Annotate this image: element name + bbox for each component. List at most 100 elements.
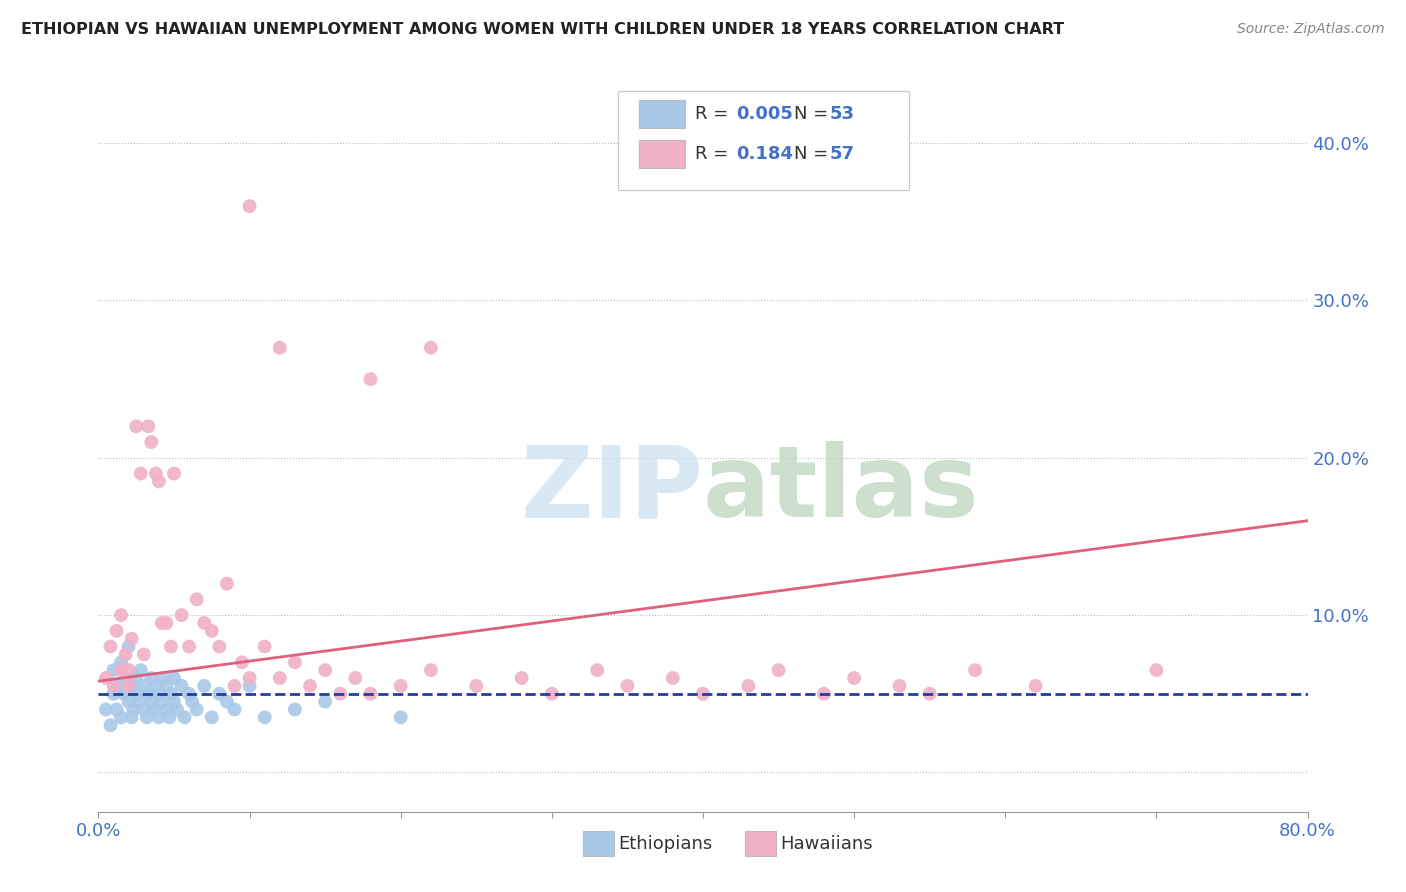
- Point: [122, 702, 145, 716]
- Point: [110, 608, 132, 623]
- Point: [389, 679, 412, 693]
- Point: [269, 341, 291, 355]
- Point: [141, 671, 163, 685]
- Point: [125, 687, 148, 701]
- Point: [208, 687, 231, 701]
- Text: ETHIOPIAN VS HAWAIIAN UNEMPLOYMENT AMONG WOMEN WITH CHILDREN UNDER 18 YEARS CORR: ETHIOPIAN VS HAWAIIAN UNEMPLOYMENT AMONG…: [21, 22, 1064, 37]
- Point: [186, 702, 208, 716]
- Point: [121, 679, 143, 693]
- Point: [284, 655, 307, 669]
- Text: 0.005: 0.005: [735, 105, 793, 123]
- Point: [215, 695, 238, 709]
- Point: [239, 671, 262, 685]
- Point: [103, 663, 125, 677]
- Point: [141, 435, 163, 450]
- Point: [179, 687, 201, 701]
- Point: [813, 687, 835, 701]
- Point: [1144, 663, 1167, 677]
- Point: [121, 710, 143, 724]
- Point: [768, 663, 790, 677]
- Text: ZIP: ZIP: [520, 442, 703, 539]
- Text: R =: R =: [695, 145, 740, 163]
- Point: [201, 710, 224, 724]
- Point: [155, 702, 177, 716]
- Point: [918, 687, 941, 701]
- Point: [155, 615, 177, 630]
- Point: [100, 640, 122, 654]
- Point: [105, 624, 128, 638]
- FancyBboxPatch shape: [638, 100, 685, 128]
- Point: [344, 671, 367, 685]
- Point: [118, 640, 141, 654]
- Text: Ethiopians: Ethiopians: [619, 835, 713, 853]
- Point: [193, 615, 215, 630]
- Point: [420, 663, 443, 677]
- Point: [360, 372, 382, 386]
- Point: [125, 671, 148, 685]
- Point: [253, 710, 276, 724]
- Point: [360, 687, 382, 701]
- Point: [181, 695, 204, 709]
- Point: [94, 671, 117, 685]
- Point: [170, 608, 193, 623]
- Point: [150, 695, 173, 709]
- Point: [661, 671, 683, 685]
- Point: [129, 467, 152, 481]
- Point: [110, 710, 132, 724]
- Point: [269, 671, 291, 685]
- Point: [145, 679, 167, 693]
- Point: [173, 710, 195, 724]
- Point: [299, 679, 322, 693]
- Point: [193, 679, 215, 693]
- Point: [163, 671, 186, 685]
- Text: Source: ZipAtlas.com: Source: ZipAtlas.com: [1237, 22, 1385, 37]
- Point: [465, 679, 488, 693]
- Point: [118, 679, 141, 693]
- Point: [231, 655, 253, 669]
- Point: [314, 663, 336, 677]
- Point: [114, 648, 136, 662]
- Point: [186, 592, 208, 607]
- Point: [208, 640, 231, 654]
- Point: [329, 687, 352, 701]
- Point: [118, 695, 141, 709]
- Point: [152, 671, 174, 685]
- Text: R =: R =: [695, 105, 734, 123]
- FancyBboxPatch shape: [619, 91, 908, 190]
- Point: [121, 632, 143, 646]
- Point: [314, 695, 336, 709]
- Point: [889, 679, 911, 693]
- Point: [148, 687, 170, 701]
- Point: [132, 648, 155, 662]
- Point: [148, 710, 170, 724]
- Point: [540, 687, 562, 701]
- Text: atlas: atlas: [703, 442, 980, 539]
- Point: [239, 679, 262, 693]
- Point: [737, 679, 759, 693]
- Point: [136, 687, 159, 701]
- Text: N =: N =: [793, 105, 834, 123]
- Point: [112, 687, 135, 701]
- Point: [179, 640, 201, 654]
- Point: [114, 671, 136, 685]
- Point: [215, 576, 238, 591]
- Text: 0.184: 0.184: [735, 145, 793, 163]
- Point: [100, 718, 122, 732]
- Point: [239, 199, 262, 213]
- Point: [129, 663, 152, 677]
- Point: [224, 679, 246, 693]
- Point: [150, 615, 173, 630]
- Point: [145, 467, 167, 481]
- Point: [160, 687, 183, 701]
- Point: [148, 475, 170, 489]
- Text: 57: 57: [830, 145, 855, 163]
- Point: [110, 655, 132, 669]
- Point: [692, 687, 714, 701]
- Point: [389, 710, 412, 724]
- Point: [103, 679, 125, 693]
- Point: [510, 671, 533, 685]
- Point: [141, 695, 163, 709]
- Point: [132, 702, 155, 716]
- Point: [107, 679, 129, 693]
- Point: [103, 687, 125, 701]
